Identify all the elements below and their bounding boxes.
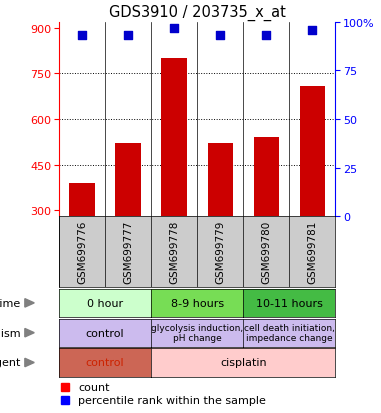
Text: time: time	[0, 298, 21, 308]
Point	[79, 33, 85, 40]
Bar	[115, 144, 141, 217]
Text: agent: agent	[0, 358, 21, 368]
Bar	[208, 144, 233, 217]
Point	[217, 33, 223, 40]
Text: count: count	[78, 382, 110, 392]
Text: 0 hour: 0 hour	[87, 298, 123, 308]
Text: 10-11 hours: 10-11 hours	[256, 298, 323, 308]
Text: GSM699780: GSM699780	[261, 221, 271, 283]
Bar	[162, 59, 187, 217]
Text: GSM699779: GSM699779	[215, 220, 225, 284]
Text: GSM699781: GSM699781	[307, 220, 317, 284]
Polygon shape	[25, 329, 34, 337]
Polygon shape	[25, 299, 34, 307]
Title: GDS3910 / 203735_x_at: GDS3910 / 203735_x_at	[109, 5, 286, 21]
Text: control: control	[86, 358, 125, 368]
Text: cell death initiation,
impedance change: cell death initiation, impedance change	[244, 323, 335, 342]
Point	[171, 25, 177, 32]
Point	[309, 27, 315, 34]
Bar	[299, 86, 325, 217]
Text: GSM699777: GSM699777	[123, 220, 133, 284]
Text: metabolism: metabolism	[0, 328, 21, 338]
Bar	[69, 183, 95, 217]
Text: GSM699778: GSM699778	[169, 220, 179, 284]
Bar	[254, 138, 279, 217]
Point	[263, 33, 269, 40]
Text: glycolysis induction,
pH change: glycolysis induction, pH change	[151, 323, 243, 342]
Text: percentile rank within the sample: percentile rank within the sample	[78, 395, 266, 405]
Text: 8-9 hours: 8-9 hours	[171, 298, 224, 308]
Polygon shape	[25, 358, 34, 367]
Text: control: control	[86, 328, 125, 338]
Point	[125, 33, 131, 40]
Text: cisplatin: cisplatin	[220, 358, 267, 368]
Text: GSM699776: GSM699776	[77, 220, 87, 284]
